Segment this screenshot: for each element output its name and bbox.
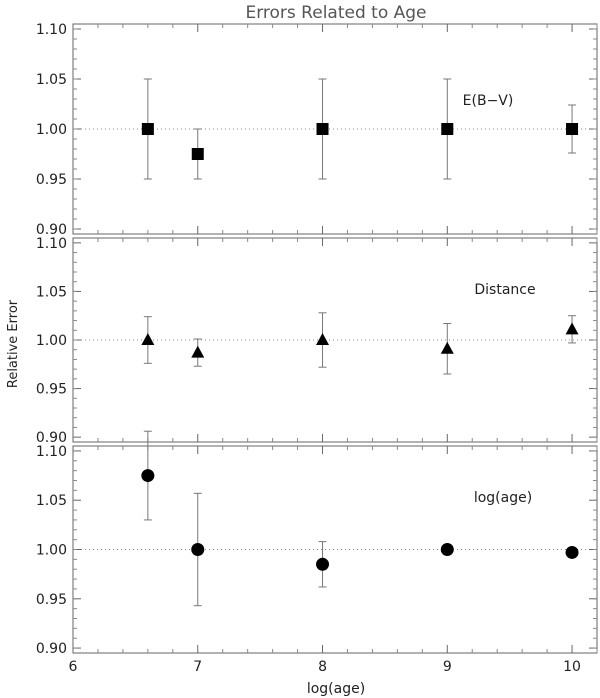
data-point xyxy=(191,345,205,358)
data-point xyxy=(141,123,154,135)
data-point xyxy=(565,322,579,335)
data-point xyxy=(141,333,155,345)
y-tick-label: 0.90 xyxy=(36,430,67,446)
data-point xyxy=(566,123,579,135)
y-tick-label: 1.10 xyxy=(36,444,67,460)
y-tick-label: 0.95 xyxy=(36,172,67,188)
y-tick-label: 0.95 xyxy=(36,382,67,398)
panel-label: E(B−V) xyxy=(463,93,514,109)
y-tick-label: 1.00 xyxy=(36,122,67,138)
y-axis-label: Relative Error xyxy=(6,299,21,388)
x-axis-label: log(age) xyxy=(307,681,365,697)
data-point xyxy=(440,543,454,556)
data-point xyxy=(316,123,329,135)
x-tick-label: 10 xyxy=(563,659,581,675)
data-point xyxy=(316,557,330,571)
y-tick-label: 1.05 xyxy=(36,493,67,509)
x-tick-label: 7 xyxy=(193,659,202,675)
y-tick-label: 1.05 xyxy=(36,72,67,88)
panel-1: 0.90 0.95 1.00 1.05 1.10 Distance xyxy=(36,236,598,446)
data-point xyxy=(441,123,454,135)
x-tick-label: 9 xyxy=(443,659,452,675)
data-point xyxy=(141,469,155,483)
data-point xyxy=(440,341,454,354)
x-tick-label: 8 xyxy=(318,659,327,675)
y-tick-label: 0.90 xyxy=(36,222,67,238)
plot-layer: 0.90 0.95 1.00 1.05 1.10 E(B−V) 0.90 0.95 1.00 1.… xyxy=(36,22,598,675)
panel-2: 0.90 0.95 1.00 1.05 1.10 6 7 8 9 10 log(age) xyxy=(36,430,598,675)
data-point xyxy=(191,543,205,556)
y-tick-label: 1.00 xyxy=(36,543,67,559)
y-tick-label: 1.10 xyxy=(36,22,67,38)
data-point xyxy=(565,545,579,559)
y-tick-label: 1.10 xyxy=(36,236,67,252)
y-tick-label: 1.05 xyxy=(36,284,67,300)
data-point xyxy=(316,333,330,345)
panel-label: Distance xyxy=(474,282,535,298)
chart-title: Errors Related to Age xyxy=(245,3,426,23)
panel-label: log(age) xyxy=(474,490,532,506)
data-point xyxy=(191,148,204,160)
x-tick-label: 6 xyxy=(69,659,78,675)
panel-0: 0.90 0.95 1.00 1.05 1.10 E(B−V) xyxy=(36,22,598,238)
y-tick-label: 1.00 xyxy=(36,333,67,349)
y-tick-label: 0.90 xyxy=(36,641,67,657)
y-tick-label: 0.95 xyxy=(36,592,67,608)
